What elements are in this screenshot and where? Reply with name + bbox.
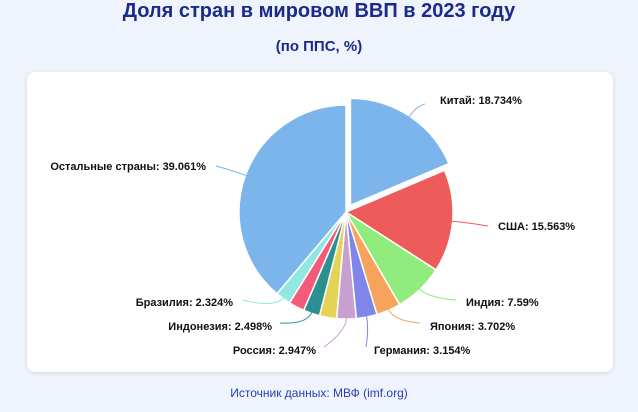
- connector-line: [418, 287, 457, 301]
- data-label: Россия: 2.947%: [233, 345, 316, 357]
- data-label: Япония: 3.702%: [430, 321, 515, 333]
- connector-line: [215, 165, 248, 177]
- data-label: Остальные страны: 39.061%: [50, 161, 206, 173]
- connector-line: [450, 220, 489, 227]
- connector-line: [279, 311, 313, 324]
- connector-line: [242, 296, 285, 304]
- connector-line: [323, 316, 347, 348]
- chart-subtitle: (по ППС, %): [275, 38, 363, 55]
- data-label: Германия: 3.154%: [374, 345, 471, 357]
- connector-line: [365, 314, 369, 348]
- data-label: Индонезия: 2.498%: [168, 321, 272, 333]
- data-label: Бразилия: 2.324%: [136, 297, 234, 309]
- data-label: Индия: 7.59%: [466, 297, 539, 309]
- chart-title: Доля стран в мировом ВВП в 2023 году: [122, 0, 516, 22]
- data-label: Китай: 18.734%: [440, 95, 522, 107]
- data-label: США: 15.563%: [498, 221, 575, 233]
- source-note: Источник данных: МВФ (imf.org): [230, 386, 408, 400]
- connector-line: [387, 308, 421, 324]
- connector-line: [408, 103, 426, 119]
